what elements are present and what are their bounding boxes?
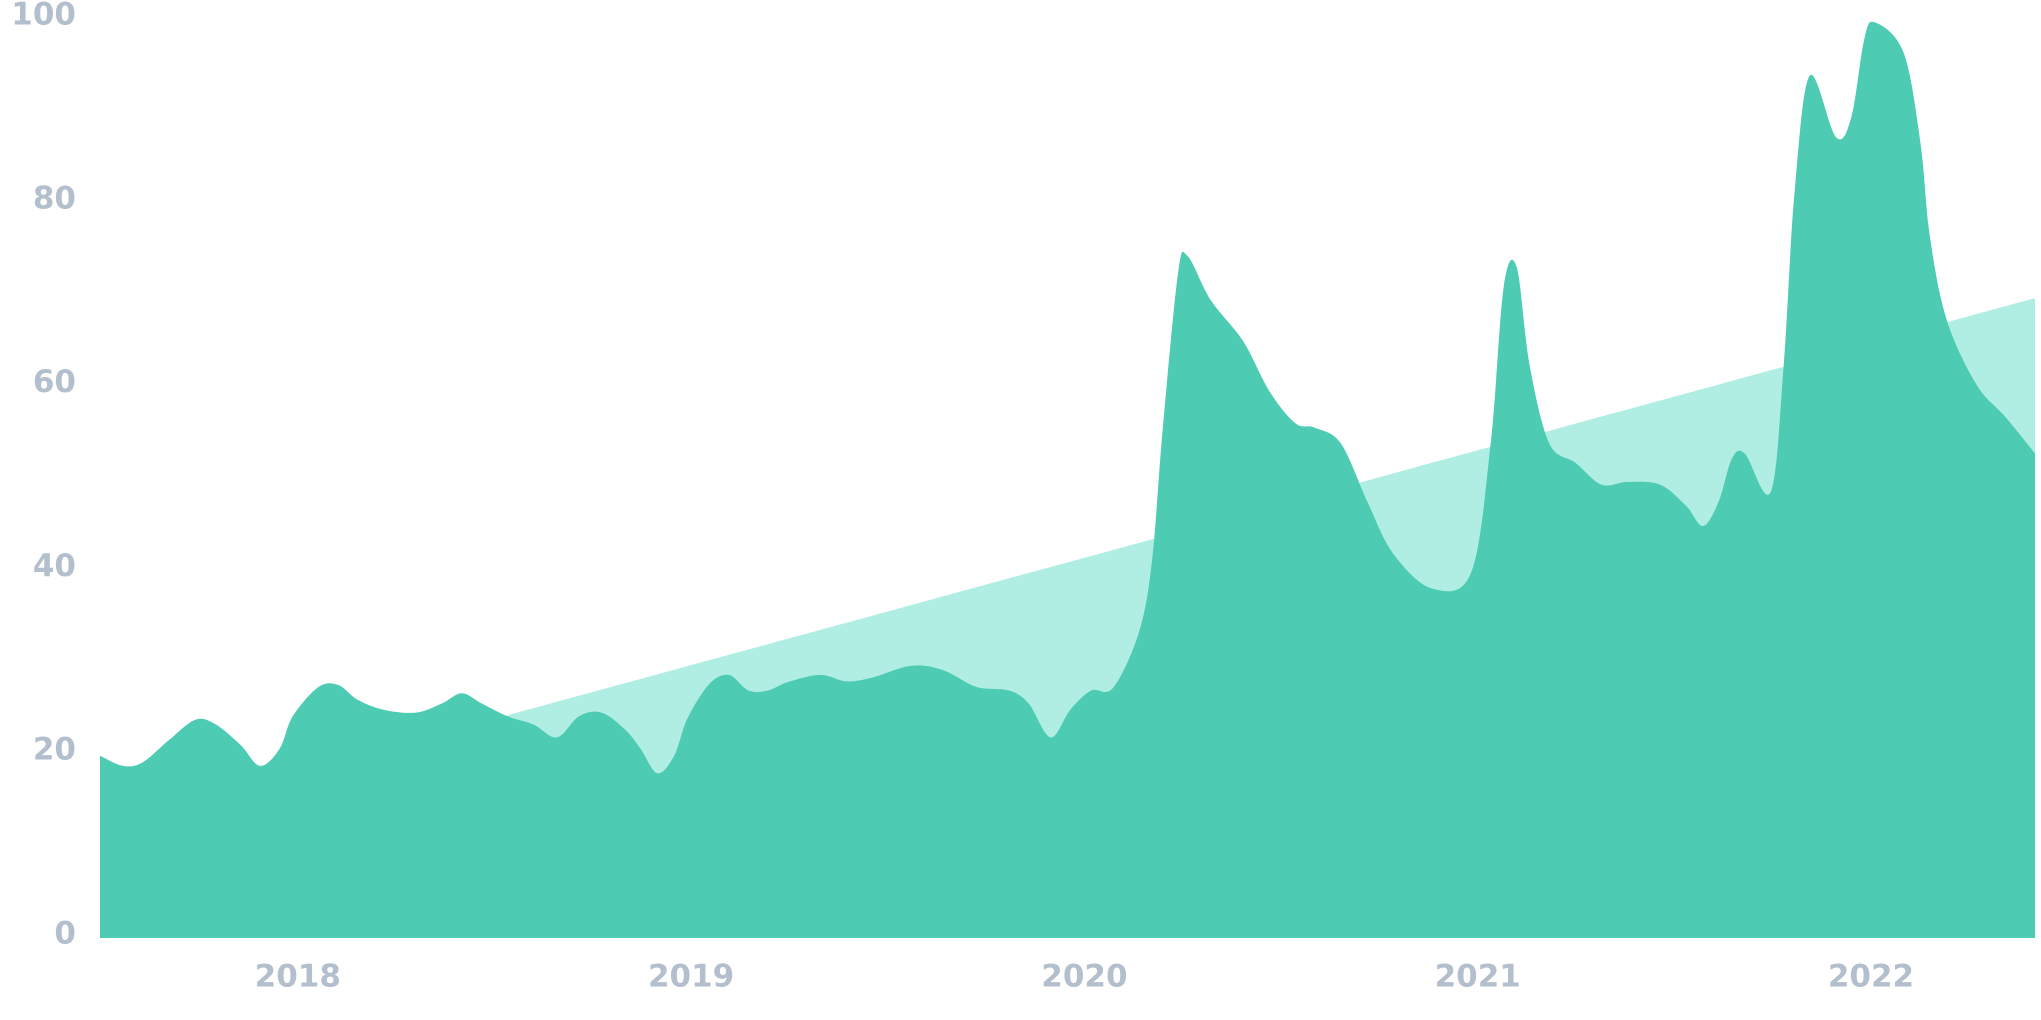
x-tick-label: 2019	[648, 959, 734, 995]
y-tick-label: 0	[54, 916, 76, 952]
x-tick-label: 2020	[1041, 959, 1127, 995]
y-tick-label: 20	[33, 732, 76, 768]
area	[100, 21, 2035, 938]
y-tick-label: 60	[33, 364, 76, 400]
x-tick-label: 2018	[255, 959, 341, 995]
y-tick-label: 80	[33, 180, 76, 216]
y-tick-label: 100	[11, 0, 76, 33]
y-tick-label: 40	[33, 548, 76, 584]
x-tick-label: 2021	[1435, 959, 1521, 995]
x-tick-label: 2022	[1828, 959, 1914, 995]
